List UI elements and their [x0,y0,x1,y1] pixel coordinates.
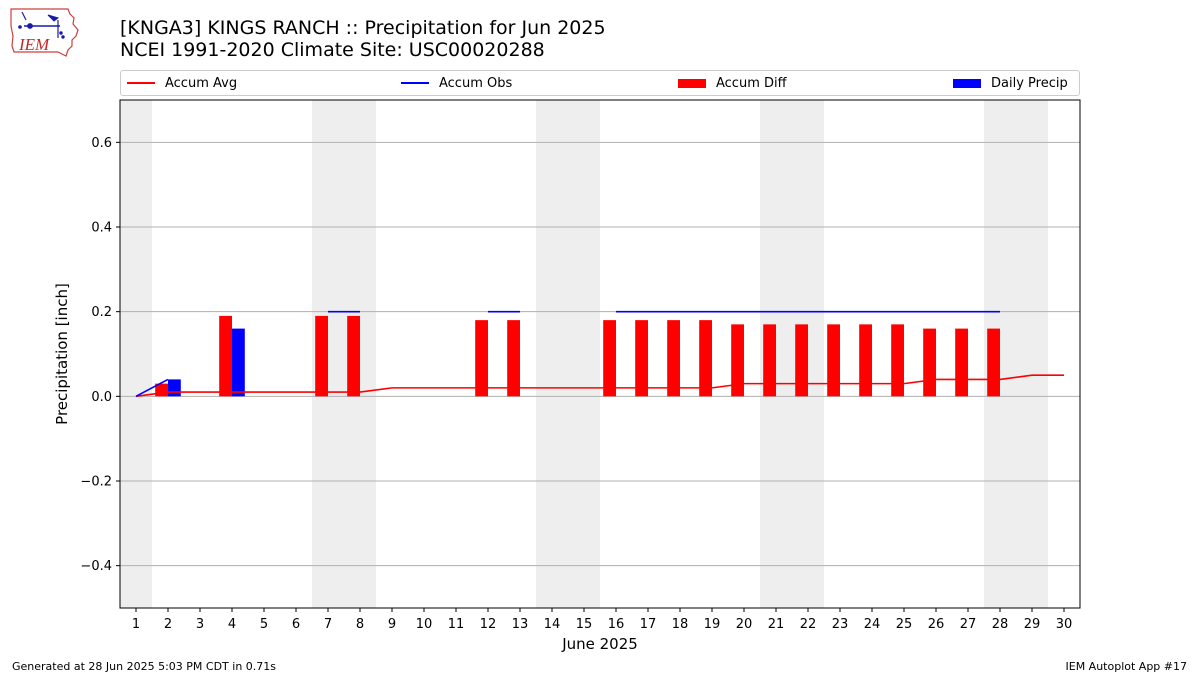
accum-diff-bar [795,324,808,397]
accum-diff-bar [827,324,840,397]
legend-swatch [127,82,155,84]
weekend-shading [120,100,1048,608]
x-tick-label: 1 [132,617,140,632]
x-tick-label: 7 [324,617,332,632]
accum-diff-bar [219,315,232,397]
legend-swatch [953,78,981,88]
x-tick-label: 15 [576,617,593,632]
accum-diff-bar [315,315,328,397]
daily-precip-bar [232,328,245,397]
accum-diff-bar [731,324,744,397]
legend-item-accum-avg: Accum Avg [127,71,237,95]
x-tick-label: 6 [292,617,300,632]
lines [135,310,1064,398]
x-tick-label: 8 [356,617,364,632]
accum-diff-bar [667,320,680,397]
accum-diff-bar [603,320,616,397]
legend: Accum Avg Accum Obs Accum Diff Daily Pre… [120,70,1080,96]
weekend-band [536,100,600,608]
x-tick-label: 5 [260,617,268,632]
logo-text: IEM [18,35,50,54]
accum-obs-line [135,378,169,398]
x-tick-label: 10 [416,617,433,632]
y-axis-label: Precipitation [inch] [53,283,71,425]
y-tick-label: −0.2 [80,475,112,490]
weather-icons [18,11,65,39]
accum-diff-bar [891,324,904,397]
x-tick-label: 30 [1056,617,1073,632]
x-tick-label: 17 [640,617,657,632]
x-tick-label: 23 [832,617,849,632]
x-tick-label: 22 [800,617,817,632]
legend-item-daily-precip: Daily Precip [953,71,1068,95]
x-tick-label: 9 [388,617,396,632]
x-tick-label: 29 [1024,617,1041,632]
legend-label: Accum Diff [716,75,787,91]
accum-diff-bar [635,320,648,397]
accum-diff-bar [347,315,360,397]
legend-label: Accum Obs [439,75,513,91]
accum-diff-bar [475,320,488,397]
legend-label: Accum Avg [165,75,238,91]
accum-avg-line [135,374,1064,398]
y-tick-label: 0.0 [91,390,112,405]
x-axis-label: June 2025 [561,635,638,653]
x-tick-label: 4 [228,617,236,632]
x-tick-label: 18 [672,617,689,632]
x-tick-label: 11 [448,617,465,632]
accum-diff-bar [955,328,968,397]
x-tick-label: 25 [896,617,913,632]
x-tick-label: 28 [992,617,1009,632]
legend-item-accum-diff: Accum Diff [678,71,787,95]
accum-diff-bar [763,324,776,397]
chart-subtitle: NCEI 1991-2020 Climate Site: USC00020288 [120,39,545,61]
x-tick-label: 27 [960,617,977,632]
x-tick-label: 14 [544,617,561,632]
app-credit: IEM Autoplot App #17 [1065,660,1188,673]
y-tick-label: −0.4 [80,559,112,574]
x-tick-label: 3 [196,617,204,632]
chart-title: [KNGA3] KINGS RANCH :: Precipitation for… [120,17,606,39]
accum-diff-bar [507,320,520,397]
x-tick-label: 26 [928,617,945,632]
plot-frame [119,99,1081,609]
iowa-state-outline [10,8,79,57]
x-tick-label: 19 [704,617,721,632]
accum-diff-bar [987,328,1000,397]
legend-swatch [678,78,706,88]
weekend-band [120,100,152,608]
axes: −0.4−0.20.00.20.40.61 2 3 4 5 6 7 8 9 10 11 12 13 14 1… [80,136,1072,632]
legend-swatch [401,82,429,84]
y-tick-label: 0.6 [91,136,112,151]
accum-diff-bar [699,320,712,397]
iem-logo: IEM [10,8,79,57]
x-tick-label: 20 [736,617,753,632]
generated-timestamp: Generated at 28 Jun 2025 5:03 PM CDT in … [12,660,277,673]
gridlines [120,141,1080,567]
accum-diff-bar [923,328,936,397]
accum-diff-bar [859,324,872,397]
x-tick-label: 21 [768,617,785,632]
y-tick-label: 0.4 [91,221,112,236]
legend-item-accum-obs: Accum Obs [401,71,512,95]
x-tick-label: 2 [164,617,172,632]
legend-label: Daily Precip [991,75,1068,91]
y-tick-label: 0.2 [91,305,112,320]
x-tick-label: 13 [512,617,529,632]
x-tick-label: 24 [864,617,881,632]
x-tick-label: 16 [608,617,625,632]
daily-precip-bar [168,379,181,397]
x-tick-label: 12 [480,617,497,632]
